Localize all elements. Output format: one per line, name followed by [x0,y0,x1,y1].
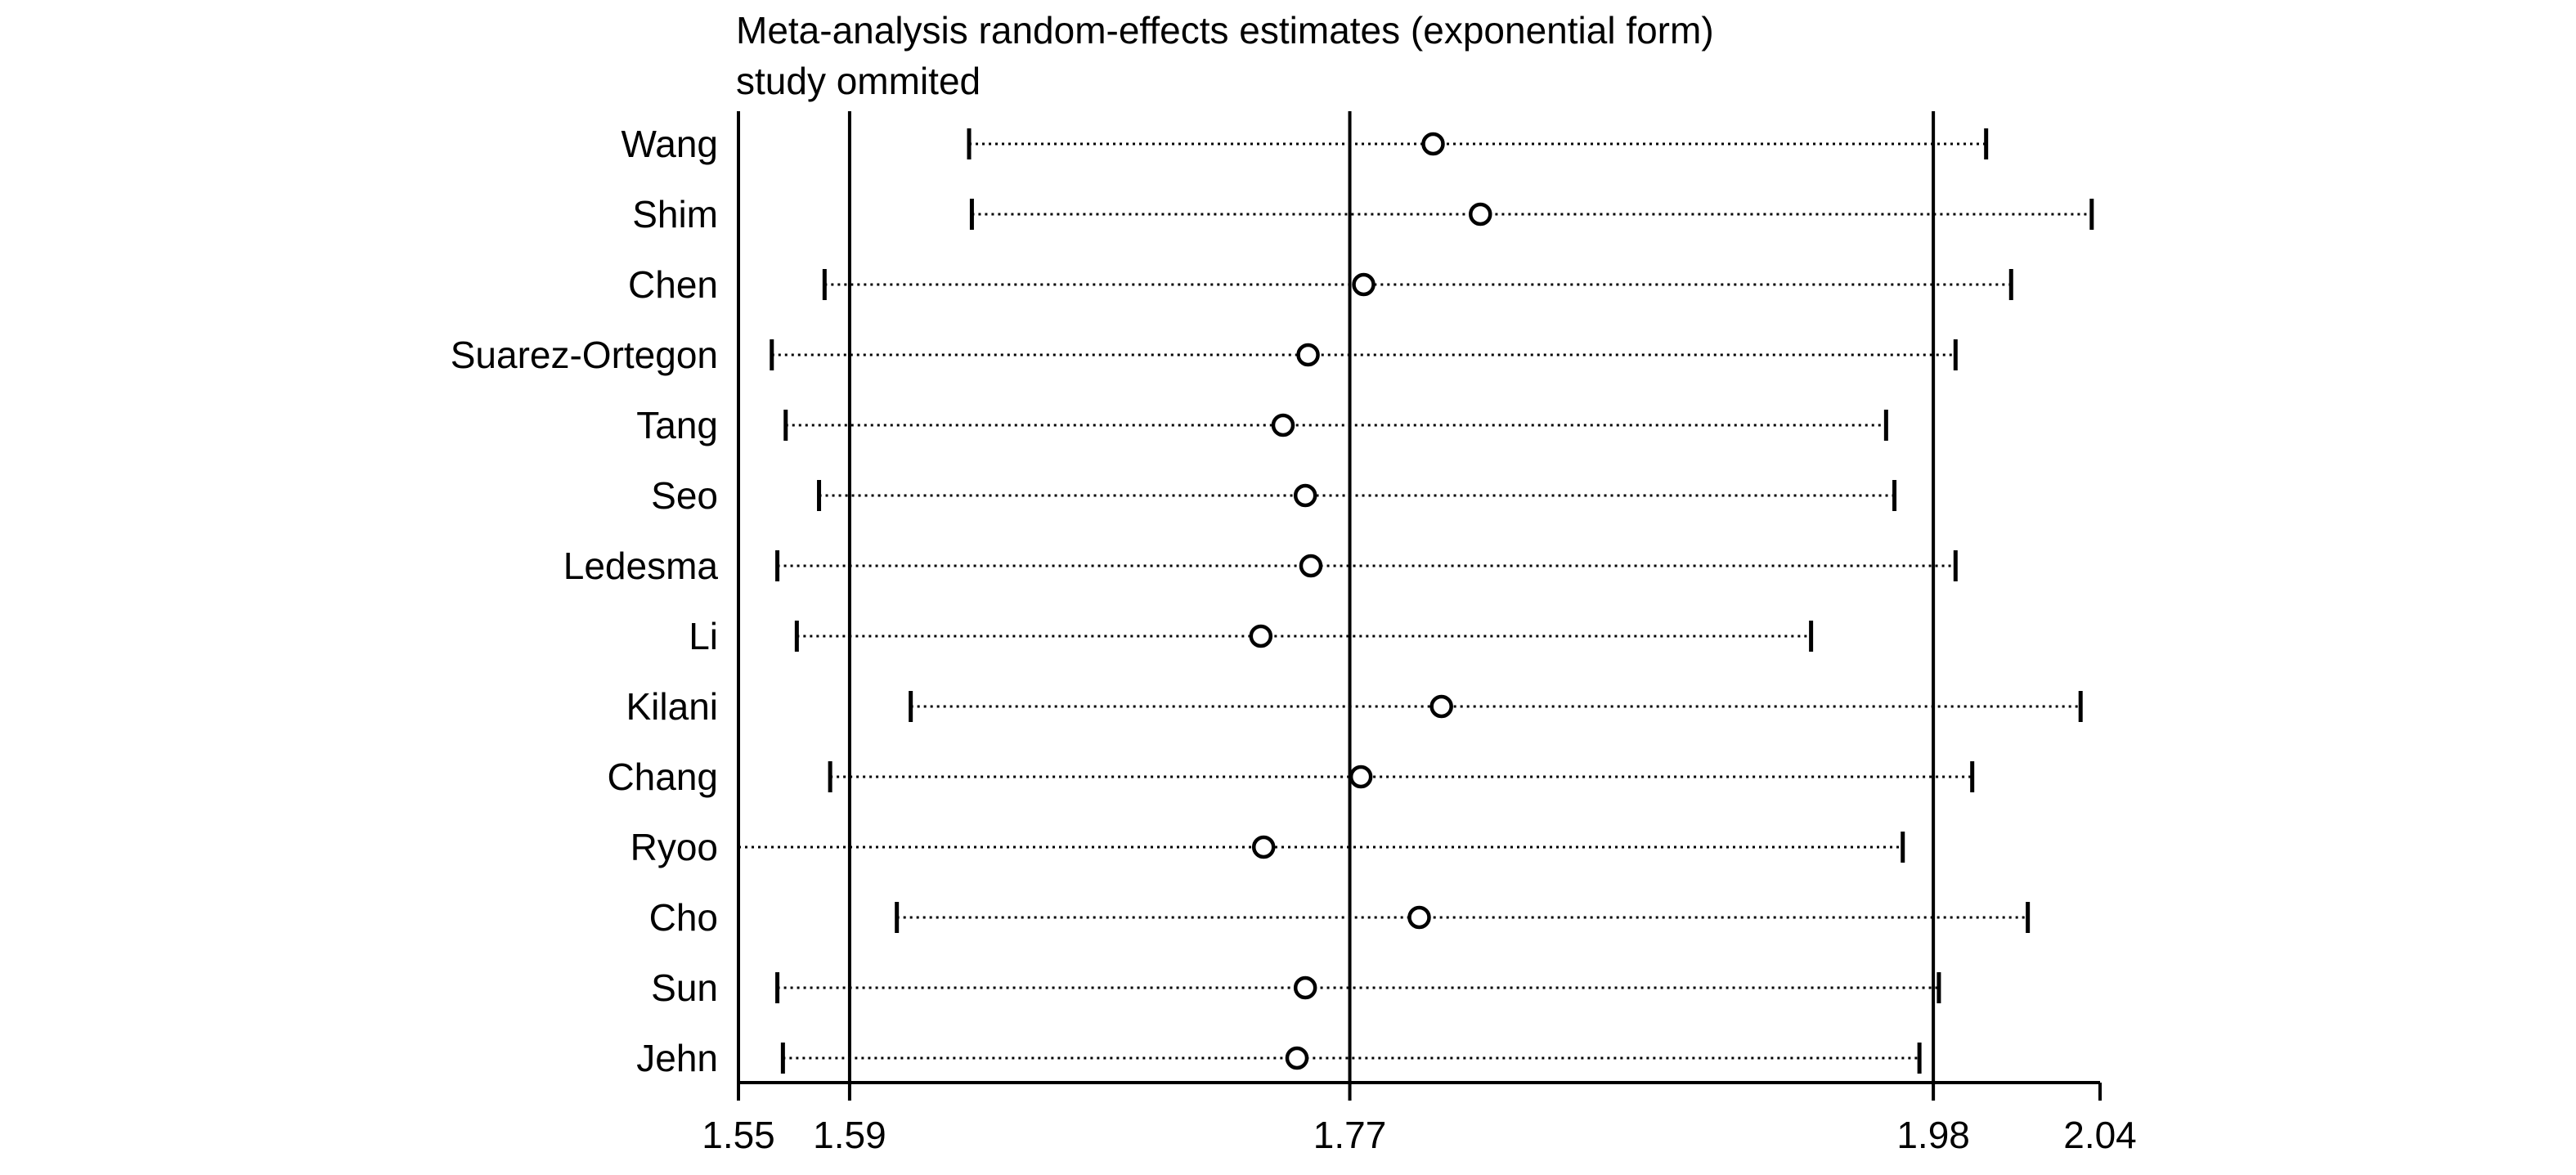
estimate-marker [1429,694,1453,719]
x-tick-label: 1.55 [702,1114,775,1156]
estimate-marker [1251,835,1276,859]
x-tick-label: 1.98 [1896,1114,1970,1156]
x-tick-label: 1.59 [813,1114,886,1156]
estimate-marker [1407,905,1431,930]
estimate-marker [1352,272,1376,297]
estimate-marker [1293,483,1317,508]
x-tick-label: 2.04 [2063,1114,2137,1156]
estimate-marker [1271,413,1295,437]
estimate-marker [1299,554,1323,578]
estimate-marker [1249,624,1273,648]
study-label: Suarez-Ortegon [451,334,718,376]
study-label: Li [689,615,718,657]
study-label: Tang [636,404,718,446]
estimate-marker [1293,975,1317,1000]
x-tick-label: 1.77 [1313,1114,1387,1156]
estimate-marker [1421,132,1445,156]
study-label: Jehn [636,1037,718,1079]
estimate-marker [1285,1046,1309,1070]
study-label: Chang [607,756,718,798]
study-label: Seo [651,474,718,517]
estimate-marker [1296,343,1320,367]
study-label: Ryoo [631,826,718,868]
study-label: Cho [649,896,718,939]
study-label: Chen [628,263,718,306]
study-label: Kilani [626,685,718,728]
chart-title: Meta-analysis random-effects estimates (… [736,9,1714,52]
study-label: Wang [622,123,718,165]
estimate-marker [1469,202,1492,226]
estimate-marker [1349,765,1373,789]
study-label: Shim [632,193,718,235]
study-label: Ledesma [563,545,719,587]
study-label: Sun [651,966,718,1009]
chart-subtitle: study ommited [736,60,981,102]
